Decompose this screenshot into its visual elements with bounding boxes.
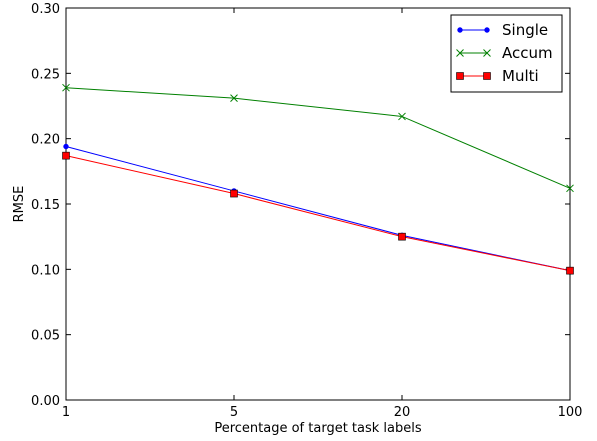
legend-item-accum: Accum — [456, 44, 553, 62]
y-tick-label: 0.00 — [31, 394, 60, 409]
data-point-multi — [566, 266, 574, 275]
data-point-multi — [62, 151, 70, 160]
series-single — [63, 143, 573, 274]
y-axis-label: RMSE — [12, 186, 27, 223]
marker-stroke — [230, 94, 238, 103]
legend-label-multi: Multi — [502, 67, 539, 85]
y-tick-label: 0.25 — [31, 67, 60, 82]
x-tick-label: 20 — [394, 405, 411, 420]
x-axis-label: Percentage of target task labels — [214, 421, 422, 436]
y-tick-label: 0.10 — [31, 263, 60, 278]
marker-stroke — [62, 83, 70, 92]
series-line-single — [65, 146, 571, 272]
series-accum — [62, 83, 574, 193]
legend: Single Accum Multi — [450, 14, 563, 93]
y-tick-label: 0.05 — [31, 329, 60, 344]
series-layer — [62, 83, 574, 275]
legend-item-multi: Multi — [456, 67, 539, 85]
legend-label-single: Single — [502, 21, 548, 39]
x-tick-label: 100 — [558, 405, 583, 420]
data-point-multi — [398, 232, 406, 241]
x-tick-label: 1 — [62, 405, 70, 420]
marker-stroke — [456, 49, 464, 57]
legend-marker-multi — [456, 72, 464, 80]
y-tick-label: 0.15 — [31, 198, 60, 213]
data-point-single — [63, 143, 69, 150]
legend-label-accum: Accum — [502, 44, 553, 62]
legend-item-single: Single — [457, 21, 548, 39]
series-line-multi — [65, 155, 571, 272]
legend-marker-multi — [483, 72, 491, 80]
marker-stroke — [483, 49, 491, 57]
x-tick-label: 5 — [230, 405, 238, 420]
series-multi — [62, 151, 574, 275]
legend-marker-single — [484, 27, 490, 33]
data-point-accum — [62, 83, 70, 92]
data-point-accum — [230, 94, 238, 103]
x-axis: 1 5 20 100 — [62, 8, 583, 420]
legend-marker-single — [457, 27, 463, 33]
data-point-accum — [566, 184, 574, 193]
data-point-multi — [230, 189, 238, 198]
series-line-accum — [65, 87, 571, 189]
y-tick-label: 0.20 — [31, 133, 60, 148]
legend-marker-accum — [456, 49, 464, 57]
data-point-accum — [398, 112, 406, 121]
y-tick-label: 0.30 — [31, 2, 60, 17]
marker-stroke — [398, 112, 406, 121]
legend-marker-accum — [483, 49, 491, 57]
y-axis: 0.00 0.05 0.10 0.15 0.20 0.25 0.30 — [31, 2, 570, 409]
marker-stroke — [566, 184, 574, 193]
